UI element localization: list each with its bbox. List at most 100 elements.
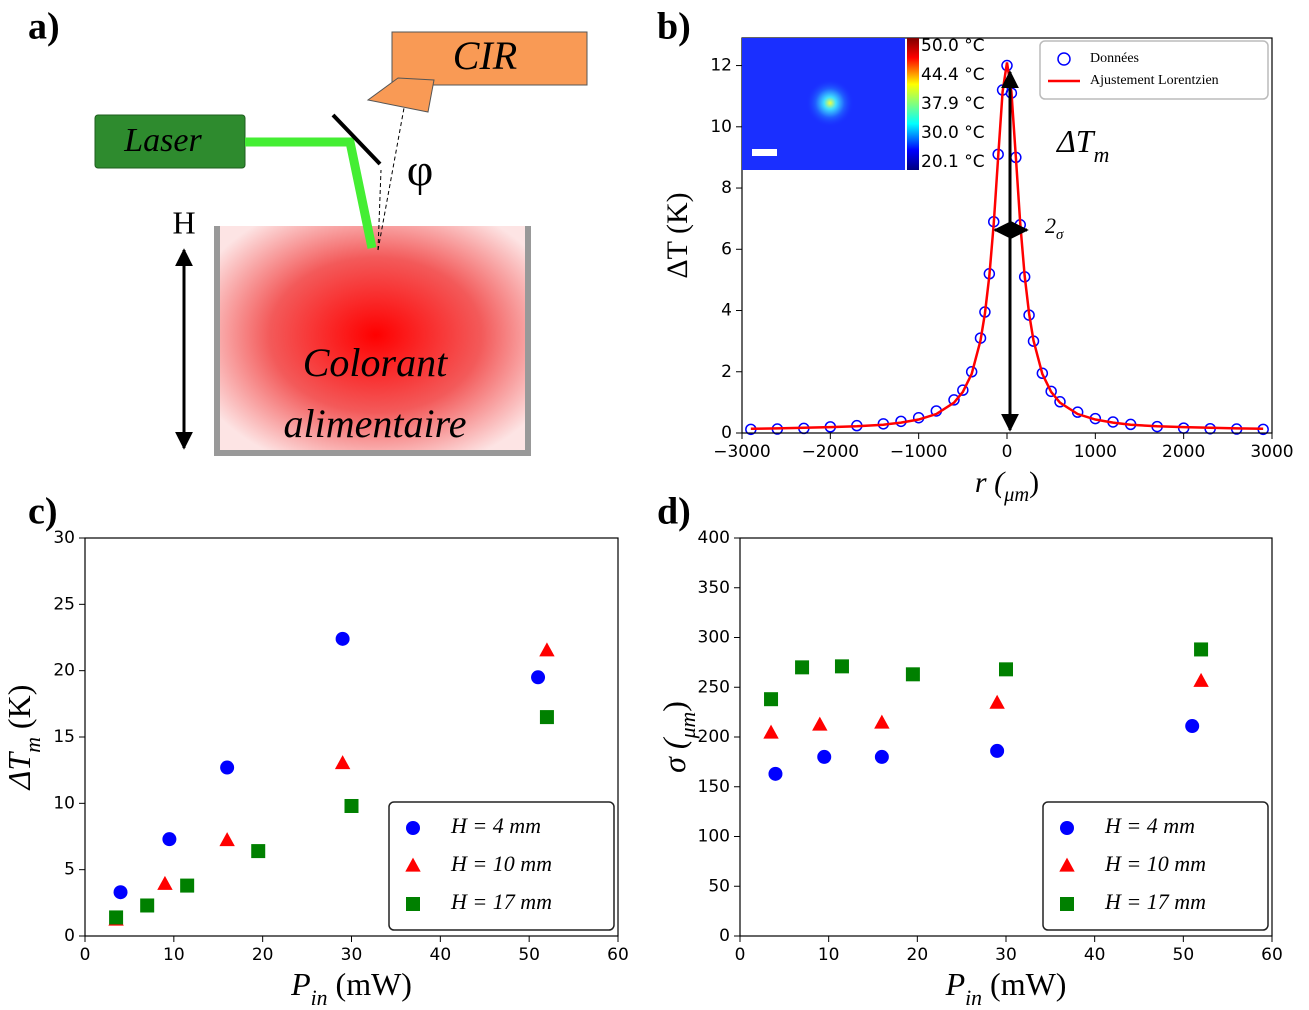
annotation: ΔTm [1055, 123, 1109, 167]
point [948, 394, 960, 406]
x-tick-label: 60 [1261, 945, 1283, 965]
y-tick-label: 300 [698, 628, 730, 648]
y-tick-label: 10 [710, 117, 732, 137]
point [874, 714, 890, 729]
legend-swatch [1060, 897, 1074, 911]
y-tick-label: 6 [721, 239, 732, 259]
legend-label: H = 10 mm [450, 851, 552, 876]
x-tick-label: 2000 [1162, 442, 1205, 462]
label-part: P [290, 966, 311, 1002]
point [1185, 719, 1200, 734]
point [1036, 367, 1049, 380]
camera-label: CIR [453, 33, 517, 78]
x-tick-label: 20 [907, 945, 929, 965]
x-tick-label: −1000 [890, 442, 948, 462]
label-part: P [945, 966, 966, 1002]
point [990, 743, 1005, 758]
x-tick-label: 10 [163, 945, 185, 965]
legend-box [388, 801, 615, 931]
point [335, 631, 350, 646]
y-tick-label: 30 [53, 528, 75, 548]
x-tick-label: 10 [818, 945, 840, 965]
label-part: m [1094, 143, 1110, 167]
mirror [331, 113, 382, 166]
colorbar-label: 30.0 °C [921, 123, 985, 143]
y-tick-label: 400 [698, 528, 730, 548]
point [140, 898, 155, 913]
label-part: in [311, 986, 328, 1010]
point [965, 366, 978, 378]
point [764, 692, 779, 707]
y-tick-label: 8 [721, 178, 732, 198]
label-part: σ ( [656, 736, 692, 773]
point [768, 766, 783, 781]
y-axis-label: σ (μm) [656, 701, 700, 773]
legend-swatch [405, 857, 421, 872]
point [180, 878, 195, 893]
hot-spot [806, 79, 854, 127]
panel-label: c) [28, 491, 58, 533]
x-tick-label: 0 [735, 945, 746, 965]
y-tick-label: 20 [53, 661, 75, 681]
view-line [377, 107, 405, 251]
point [834, 659, 849, 674]
x-tick-label: 30 [341, 945, 363, 965]
y-tick-label: 150 [698, 777, 730, 797]
point [251, 844, 266, 859]
label-part: (mW) [982, 966, 1066, 1002]
x-tick-label: 30 [995, 945, 1017, 965]
legend-label: H = 17 mm [450, 889, 552, 914]
colorbar-label: 50.0 °C [921, 36, 985, 56]
view-line [377, 169, 382, 251]
y-axis-label: ΔTm (K) [1, 685, 45, 792]
container [217, 226, 528, 453]
point [812, 716, 828, 731]
point [162, 832, 177, 847]
y-tick-label: 2 [721, 362, 732, 382]
legend-swatch [406, 821, 420, 835]
label-part: 2 [1045, 213, 1056, 238]
colorbar-label: 20.1 °C [921, 152, 985, 172]
label-part: ΔT [1, 751, 37, 792]
point [157, 875, 173, 890]
point [957, 384, 969, 396]
label-part: ) [656, 701, 692, 712]
legend-swatch [1060, 821, 1074, 835]
y-tick-label: 250 [698, 677, 730, 697]
y-tick-label: 4 [721, 301, 732, 321]
legend-swatch [1057, 52, 1071, 66]
point [109, 910, 124, 925]
point [344, 798, 359, 813]
point [113, 885, 128, 900]
point [817, 749, 832, 764]
x-axis-label: Pin (mW) [945, 966, 1067, 1010]
label-part: σ [1056, 227, 1064, 243]
x-tick-label: 0 [80, 945, 91, 965]
y-tick-label: 15 [53, 727, 75, 747]
y-tick-label: 350 [698, 578, 730, 598]
camera-box [391, 31, 588, 86]
chart: d) 0 10 20 30 40 50 60 0 50 100 150 200 250 300 350 400 H… [657, 491, 1283, 965]
legend-label: Ajustement Lorentzien [1090, 73, 1219, 88]
label-part: (K) [1, 685, 37, 737]
x-tick-label: 50 [1173, 945, 1195, 965]
camera-lens [366, 77, 435, 113]
y-tick-label: 0 [719, 926, 730, 946]
x-tick-label: 3000 [1250, 442, 1293, 462]
colorbar-label: 37.9 °C [921, 94, 985, 114]
label-part: in [965, 986, 982, 1010]
legend-label: H = 17 mm [1104, 889, 1206, 914]
y-tick-label: 25 [53, 594, 75, 614]
panel-label: b) [657, 6, 691, 48]
x-tick-label: 0 [1002, 442, 1013, 462]
point [905, 667, 920, 682]
legend-label: Données [1090, 51, 1139, 66]
y-tick-label: 5 [64, 860, 75, 880]
y-tick-label: 100 [698, 827, 730, 847]
label-part: ) [1029, 466, 1039, 499]
colorbar-label: 44.4 °C [921, 65, 985, 85]
label-part: m [21, 737, 45, 753]
legend-swatch [1059, 857, 1075, 872]
y-tick-label: 10 [53, 793, 75, 813]
point [1045, 385, 1057, 398]
